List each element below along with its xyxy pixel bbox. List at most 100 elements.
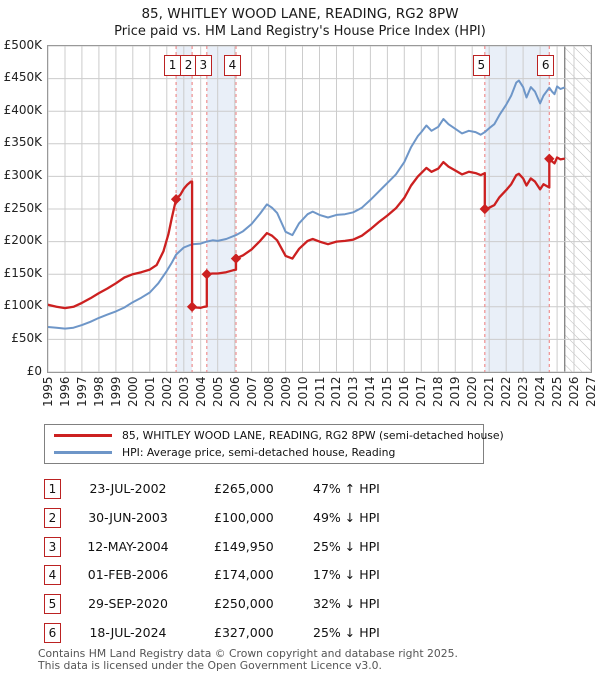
sale-marker-diamond	[186, 301, 198, 312]
page-subtitle: Price paid vs. HM Land Registry's House …	[114, 24, 486, 39]
y-tick-label: £0	[26, 363, 42, 378]
x-tick-label: 2027	[584, 376, 598, 407]
transaction-date: 01-FEB-2006	[87, 567, 169, 583]
y-tick-label: £150K	[3, 265, 42, 280]
x-tick-label: 2000	[125, 376, 140, 407]
y-tick-label: £50K	[11, 330, 42, 345]
x-tick-label: 2008	[261, 376, 276, 407]
y-tick-label: £350K	[3, 135, 42, 150]
x-tick-label: 1996	[57, 376, 72, 407]
transaction-row: 1 23-JUL-2002 £265,000 47% ↑ HPI	[0, 479, 600, 501]
transaction-hpi-delta: 47% ↑ HPI	[313, 481, 380, 496]
transaction-date: 29-SEP-2020	[88, 596, 168, 612]
transaction-hpi-delta: 25% ↓ HPI	[313, 538, 380, 554]
page-title: 85, WHITLEY WOOD LANE, READING, RG2 8PW	[141, 6, 459, 22]
y-tick-label: £100K	[3, 298, 42, 313]
transaction-row: 2 30-JUN-2003 £100,000 49% ↓ HPI	[0, 507, 600, 530]
transaction-number-box: 6	[44, 623, 61, 643]
x-tick-label: 2025	[550, 376, 565, 407]
x-tick-label: 2009	[278, 376, 293, 407]
transaction-number-box: 5	[44, 594, 61, 615]
sale-marker-diamond	[170, 194, 182, 205]
transaction-price: £174,000	[214, 567, 274, 583]
x-tick-label: 1998	[91, 376, 106, 407]
sale-marker-diamond	[230, 253, 242, 264]
y-tick-label: £400K	[3, 102, 42, 117]
x-tick-label: 2013	[346, 376, 361, 407]
series-line	[48, 156, 566, 310]
sale-marker-diamond	[479, 203, 490, 215]
transaction-number-box: 3	[44, 536, 61, 557]
transaction-price: £327,000	[214, 625, 274, 640]
transaction-price: £250,000	[214, 596, 274, 612]
sale-number-box: 6	[537, 55, 555, 76]
legend-row-hpi: HPI: Average price, semi-detached house,…	[45, 444, 483, 461]
x-tick-label: 2017	[414, 376, 429, 407]
x-tick-label: 2010	[295, 376, 310, 407]
x-tick-label: 1997	[74, 376, 89, 407]
copyright-line: Contains HM Land Registry data © Crown c…	[38, 647, 458, 660]
x-tick-label: 2018	[431, 376, 446, 407]
sale-number-box: 4	[224, 55, 241, 76]
legend-row-property: 85, WHITLEY WOOD LANE, READING, RG2 8PW …	[45, 427, 504, 444]
legend-label-hpi: HPI: Average price, semi-detached house,…	[122, 446, 396, 459]
x-tick-label: 2011	[312, 376, 327, 407]
transaction-date: 23-JUL-2002	[89, 481, 167, 496]
transaction-hpi-delta: 49% ↓ HPI	[313, 509, 380, 525]
transaction-number-box: 2	[44, 507, 61, 528]
transaction-hpi-delta: 32% ↓ HPI	[313, 596, 380, 612]
transaction-row: 3 12-MAY-2004 £149,950 25% ↓ HPI	[0, 536, 600, 559]
x-tick-label: 2020	[465, 376, 480, 407]
transaction-date: 18-JUL-2024	[89, 625, 167, 640]
sale-number-box: 3	[194, 55, 212, 76]
licence-line: This data is licensed under the Open Gov…	[38, 659, 382, 672]
y-tick-label: £300K	[3, 167, 42, 182]
transaction-date: 12-MAY-2004	[87, 538, 169, 554]
sale-number-box: 5	[472, 55, 490, 76]
series-line	[48, 79, 565, 330]
transaction-date: 30-JUN-2003	[88, 509, 168, 525]
y-tick-label: £450K	[3, 70, 42, 85]
x-tick-label: 2014	[363, 376, 378, 407]
chart-svg	[48, 46, 591, 372]
transaction-row: 4 01-FEB-2006 £174,000 17% ↓ HPI	[0, 565, 600, 587]
transaction-number-box: 1	[44, 479, 61, 499]
transaction-price: £100,000	[214, 509, 274, 525]
x-tick-label: 2016	[397, 376, 412, 407]
transaction-number-box: 4	[44, 565, 61, 586]
y-tick-label: £500K	[3, 37, 42, 52]
chart-plot-area	[47, 45, 592, 373]
x-tick-label: 1995	[41, 376, 55, 407]
transaction-row: 6 18-JUL-2024 £327,000 25% ↓ HPI	[0, 623, 600, 645]
x-tick-label: 1999	[108, 376, 123, 407]
x-tick-label: 2019	[448, 376, 463, 407]
transaction-price: £149,950	[214, 538, 274, 554]
y-tick-label: £200K	[3, 233, 42, 248]
x-tick-label: 2007	[244, 376, 259, 407]
transaction-hpi-delta: 25% ↓ HPI	[313, 625, 380, 640]
x-tick-label: 2005	[210, 376, 225, 407]
x-tick-label: 2006	[227, 376, 242, 407]
x-tick-label: 2001	[142, 376, 157, 407]
transaction-row: 5 29-SEP-2020 £250,000 32% ↓ HPI	[0, 594, 600, 616]
x-tick-label: 2022	[499, 376, 514, 407]
x-tick-label: 2004	[193, 376, 208, 407]
x-tick-label: 2023	[516, 376, 531, 407]
hpi-line-swatch	[54, 451, 112, 454]
transaction-price: £265,000	[214, 481, 274, 496]
x-tick-label: 2015	[380, 376, 395, 407]
x-tick-label: 2002	[159, 376, 174, 407]
x-tick-label: 2024	[533, 376, 548, 407]
sale-marker-diamond	[201, 269, 212, 280]
x-tick-label: 2021	[482, 376, 497, 407]
y-tick-label: £250K	[3, 200, 42, 215]
property-line-swatch	[54, 434, 112, 437]
x-tick-label: 2026	[567, 376, 582, 407]
chart-legend: 85, WHITLEY WOOD LANE, READING, RG2 8PW …	[44, 424, 504, 464]
sale-number-box: 1	[164, 55, 182, 76]
legend-label-property: 85, WHITLEY WOOD LANE, READING, RG2 8PW …	[122, 429, 504, 442]
x-tick-label: 2003	[176, 376, 191, 407]
x-tick-label: 2012	[329, 376, 344, 407]
transaction-hpi-delta: 17% ↓ HPI	[313, 567, 380, 583]
